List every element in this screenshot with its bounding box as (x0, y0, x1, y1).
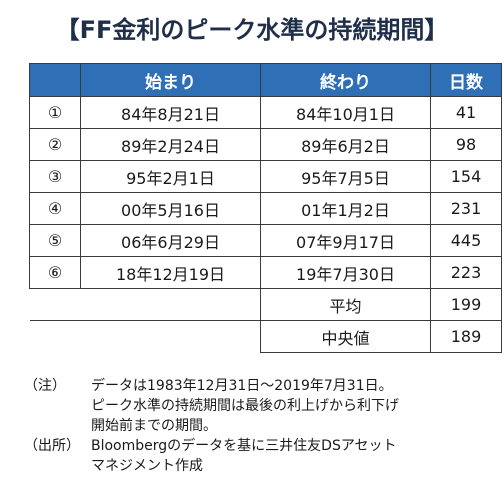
average-value: 199 (430, 288, 502, 321)
end-date: 01年1月2日 (260, 192, 431, 225)
summary-spacer (29, 320, 261, 353)
duration-table: 始まり 終わり 日数 ① 84年8月21日 84年10月1日 41 ② 89年2… (29, 63, 502, 353)
row-number: ③ (29, 160, 81, 193)
note-body: Bloombergのデータを基に三井住友DSアセット マネジメント作成 (91, 436, 494, 476)
note-source: （出所） Bloombergのデータを基に三井住友DSアセット マネジメント作成 (24, 436, 494, 476)
days-count: 223 (430, 256, 502, 289)
header-days: 日数 (430, 63, 502, 97)
summary-row-average: 平均 199 (29, 288, 502, 321)
start-date: 18年12月19日 (80, 256, 261, 289)
table-row: ③ 95年2月1日 95年7月5日 154 (29, 160, 502, 193)
days-count: 445 (430, 224, 502, 257)
note-body: データは1983年12月31日～2019年7月31日。 ピーク水準の持続期間は最… (91, 376, 494, 436)
header-end: 終わり (260, 63, 431, 97)
start-date: 89年2月24日 (80, 128, 261, 161)
header-start: 始まり (80, 63, 261, 97)
row-number: ⑥ (29, 256, 81, 289)
table-row: ⑤ 06年6月29日 07年9月17日 445 (29, 224, 502, 257)
average-label: 平均 (260, 288, 431, 321)
summary-row-median: 中央値 189 (29, 320, 502, 353)
median-value: 189 (430, 320, 502, 353)
note-line: Bloombergのデータを基に三井住友DSアセット (91, 438, 397, 454)
note-line: ピーク水準の持続期間は最後の利上げから利下げ (91, 398, 399, 414)
start-date: 06年6月29日 (80, 224, 261, 257)
footnotes: （注） データは1983年12月31日～2019年7月31日。 ピーク水準の持続… (24, 376, 494, 476)
page-title: 【FF金利のピーク水準の持続期間】 (55, 16, 449, 44)
note-remark: （注） データは1983年12月31日～2019年7月31日。 ピーク水準の持続… (24, 376, 494, 436)
note-label: （出所） (24, 438, 80, 454)
row-number: ① (29, 96, 81, 129)
note-line: マネジメント作成 (91, 458, 203, 474)
header-corner (29, 63, 81, 97)
table-row: ① 84年8月21日 84年10月1日 41 (29, 96, 502, 129)
note-line: データは1983年12月31日～2019年7月31日。 (91, 378, 393, 394)
start-date: 00年5月16日 (80, 192, 261, 225)
median-label: 中央値 (260, 320, 431, 353)
table-header-row: 始まり 終わり 日数 (29, 63, 502, 97)
row-number: ⑤ (29, 224, 81, 257)
end-date: 95年7月5日 (260, 160, 431, 193)
days-count: 98 (430, 128, 502, 161)
end-date: 19年7月30日 (260, 256, 431, 289)
note-line: 開始前までの期間。 (91, 418, 217, 434)
note-label: （注） (24, 378, 66, 394)
end-date: 89年6月2日 (260, 128, 431, 161)
end-date: 84年10月1日 (260, 96, 431, 129)
table-row: ④ 00年5月16日 01年1月2日 231 (29, 192, 502, 225)
end-date: 07年9月17日 (260, 224, 431, 257)
table-row: ⑥ 18年12月19日 19年7月30日 223 (29, 256, 502, 289)
start-date: 95年2月1日 (80, 160, 261, 193)
summary-spacer (29, 288, 261, 321)
row-number: ② (29, 128, 81, 161)
table-row: ② 89年2月24日 89年6月2日 98 (29, 128, 502, 161)
start-date: 84年8月21日 (80, 96, 261, 129)
days-count: 154 (430, 160, 502, 193)
days-count: 231 (430, 192, 502, 225)
row-number: ④ (29, 192, 81, 225)
days-count: 41 (430, 96, 502, 129)
